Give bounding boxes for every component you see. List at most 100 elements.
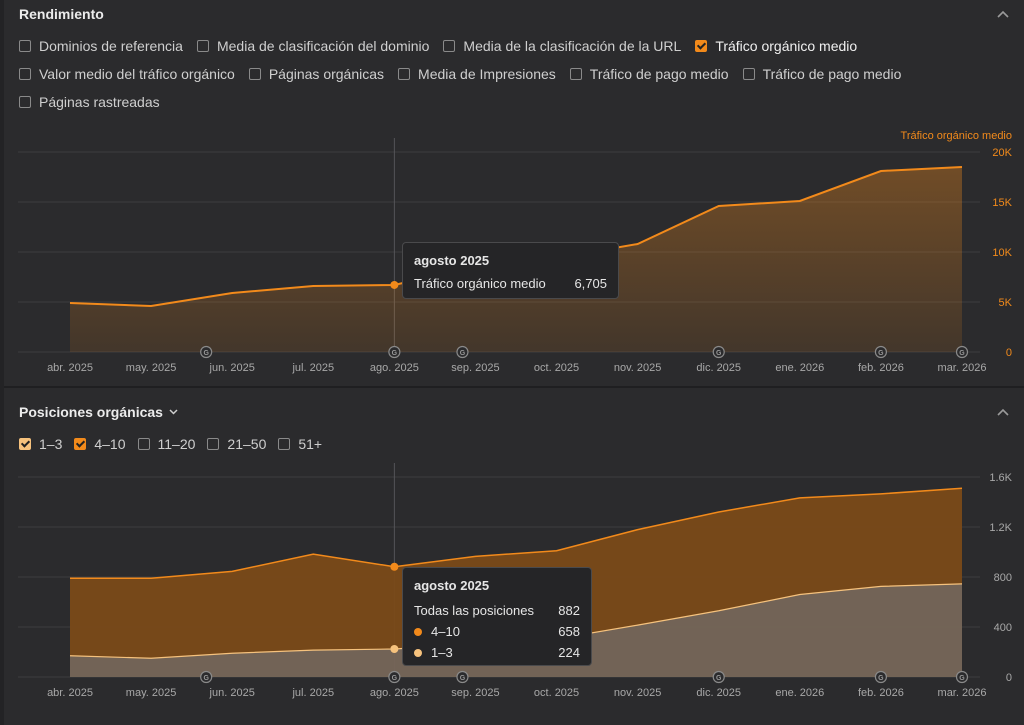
data-point bbox=[390, 280, 399, 289]
x-tick-label: abr. 2025 bbox=[47, 687, 93, 699]
marker-ring bbox=[955, 670, 969, 684]
option-label: Media de la clasificación de la URL bbox=[463, 38, 682, 54]
tooltip-value: 6,705 bbox=[574, 275, 607, 291]
y-tick-label: 0 bbox=[1006, 672, 1012, 684]
marker-ring bbox=[200, 345, 213, 359]
checkbox[interactable] bbox=[19, 68, 31, 80]
x-tick-label: oct. 2025 bbox=[534, 362, 579, 374]
checkbox[interactable] bbox=[196, 40, 209, 52]
x-tick-label: oct. 2025 bbox=[534, 687, 579, 699]
section-divider bbox=[4, 386, 1024, 388]
google-update-icon: G bbox=[955, 345, 969, 359]
y-tick-label: 10K bbox=[992, 247, 1012, 259]
checkbox-checked[interactable] bbox=[74, 438, 87, 450]
y-tick-label: 20K bbox=[992, 147, 1012, 159]
y-tick-label: 1.2K bbox=[989, 522, 1012, 534]
google-update-icon: G bbox=[200, 345, 213, 359]
position-filter-51-plus[interactable]: 51+ bbox=[278, 436, 322, 452]
option-label: Tráfico orgánico medio bbox=[715, 38, 858, 54]
x-tick-label: ago. 2025 bbox=[370, 362, 419, 374]
checkbox[interactable] bbox=[742, 68, 755, 80]
option-label: Valor medio del tráfico orgánico bbox=[39, 66, 235, 82]
checkbox[interactable] bbox=[398, 68, 411, 80]
chevron-down-icon bbox=[169, 409, 178, 415]
option-label: Tráfico de pago medio bbox=[762, 66, 902, 82]
organic-traffic-chart[interactable]: 0 5K 10K 15K 20K abr. 2025 may. 2025 jun. 2025 j… bbox=[4, 0, 1024, 386]
option-label: Páginas orgánicas bbox=[268, 66, 385, 82]
google-update-icon: G bbox=[456, 670, 469, 684]
marker-glyph: G bbox=[460, 675, 466, 682]
metric-option-domain-rating[interactable]: Media de clasificación del dominio bbox=[196, 38, 429, 54]
metric-option-paid-traffic-2[interactable]: Tráfico de pago medio bbox=[742, 66, 902, 82]
marker-ring bbox=[874, 670, 888, 684]
marker-ring bbox=[456, 345, 469, 359]
positions-section: Posiciones orgánicas 1–3 4–10 11–20 21–5… bbox=[4, 388, 1024, 725]
position-filters: 1–3 4–10 11–20 21–50 51+ bbox=[19, 435, 336, 453]
checkbox-checked[interactable] bbox=[19, 438, 31, 450]
x-tick-label: feb. 2026 bbox=[858, 687, 904, 699]
positions-title-dropdown[interactable]: Posiciones orgánicas bbox=[19, 404, 178, 420]
checkbox-checked[interactable] bbox=[695, 40, 708, 52]
y-tick-label: 1.6K bbox=[989, 472, 1012, 484]
tooltip-total-row: Todas las posiciones 882 bbox=[414, 600, 580, 621]
x-tick-label: mar. 2026 bbox=[938, 362, 987, 374]
metric-option-organic-pages[interactable]: Páginas orgánicas bbox=[248, 66, 385, 82]
checkbox[interactable] bbox=[278, 438, 291, 450]
metric-option-impressions[interactable]: Media de Impresiones bbox=[398, 66, 556, 82]
checkbox[interactable] bbox=[137, 438, 150, 450]
metric-options-row-3: Páginas rastreadas bbox=[19, 93, 174, 111]
marker-glyph: G bbox=[203, 350, 209, 357]
option-label: Páginas rastreadas bbox=[39, 94, 160, 110]
position-filter-4-10[interactable]: 4–10 bbox=[74, 436, 126, 452]
series-dot-icon bbox=[414, 627, 422, 636]
checkbox[interactable] bbox=[569, 68, 582, 80]
metric-option-referring-domains[interactable]: Dominios de referencia bbox=[19, 38, 183, 54]
checkbox[interactable] bbox=[207, 438, 220, 450]
x-tick-label: nov. 2025 bbox=[614, 362, 662, 374]
position-filter-21-50[interactable]: 21–50 bbox=[207, 436, 266, 452]
x-tick-label: may. 2025 bbox=[126, 687, 177, 699]
google-update-icon: G bbox=[388, 670, 401, 684]
metric-option-traffic-value[interactable]: Valor medio del tráfico orgánico bbox=[19, 66, 235, 82]
marker-glyph: G bbox=[392, 350, 398, 357]
y-tick-label: 800 bbox=[994, 572, 1012, 584]
x-tick-label: jun. 2025 bbox=[209, 362, 255, 374]
data-point bbox=[390, 562, 399, 571]
metric-option-crawled-pages[interactable]: Páginas rastreadas bbox=[19, 94, 160, 110]
option-label: Dominios de referencia bbox=[39, 38, 183, 54]
position-filter-1-3[interactable]: 1–3 bbox=[19, 436, 62, 452]
checkbox[interactable] bbox=[443, 40, 456, 52]
tooltip-series-row: 1–3 224 bbox=[414, 642, 580, 663]
metric-option-paid-traffic[interactable]: Tráfico de pago medio bbox=[569, 66, 729, 82]
marker-ring bbox=[955, 345, 969, 359]
tooltip-title: agosto 2025 bbox=[414, 253, 490, 268]
data-point bbox=[390, 645, 399, 653]
checkbox[interactable] bbox=[248, 68, 261, 80]
marker-glyph: G bbox=[878, 675, 884, 682]
x-tick-label: jul. 2025 bbox=[291, 687, 334, 699]
x-tick-label: jul. 2025 bbox=[291, 362, 334, 374]
y-tick-label: 400 bbox=[994, 622, 1012, 634]
marker-glyph: G bbox=[392, 675, 398, 682]
tooltip-title: agosto 2025 bbox=[414, 578, 490, 593]
chevron-up-icon[interactable] bbox=[996, 9, 1010, 19]
tooltip-label: 1–3 bbox=[431, 645, 453, 660]
traffic-tooltip: agosto 2025 Tráfico orgánico medio 6,705 bbox=[402, 242, 619, 299]
chevron-up-icon[interactable] bbox=[996, 407, 1010, 417]
series-dot-icon bbox=[414, 648, 422, 657]
checkbox[interactable] bbox=[19, 40, 31, 52]
metric-option-url-rating[interactable]: Media de la clasificación de la URL bbox=[443, 38, 681, 54]
marker-ring bbox=[456, 670, 469, 684]
metric-option-organic-traffic[interactable]: Tráfico orgánico medio bbox=[695, 38, 857, 54]
marker-glyph: G bbox=[959, 675, 965, 682]
position-filter-11-20[interactable]: 11–20 bbox=[137, 436, 195, 452]
positions-tooltip: agosto 2025 Todas las posiciones 882 4–1… bbox=[402, 567, 592, 666]
metric-options-row-1: Dominios de referencia Media de clasific… bbox=[19, 37, 871, 55]
google-update-icon: G bbox=[388, 345, 401, 359]
google-update-icon: G bbox=[955, 670, 969, 684]
marker-ring bbox=[388, 345, 401, 359]
organic-positions-chart[interactable]: 0 400 800 1.2K 1.6K abr. 2025 may. 2025 jun. 20… bbox=[4, 388, 1024, 725]
checkbox[interactable] bbox=[19, 96, 31, 108]
marker-glyph: G bbox=[716, 675, 722, 682]
